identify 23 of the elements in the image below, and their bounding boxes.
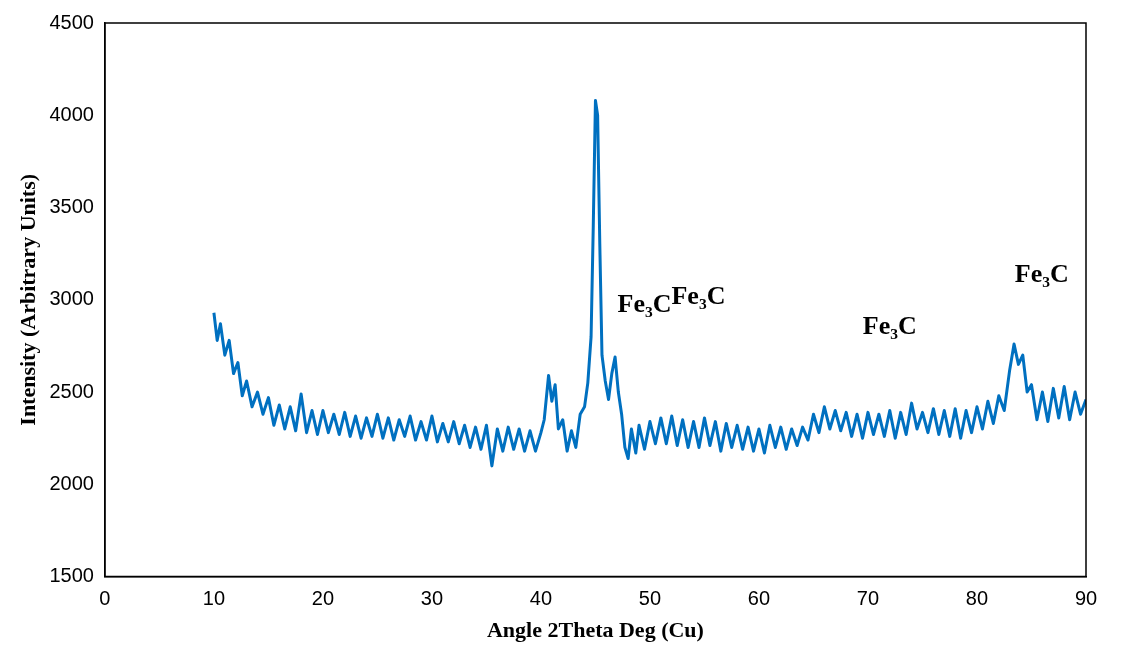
y-tick-label: 2500 bbox=[49, 379, 94, 402]
x-tick-label: 30 bbox=[420, 587, 444, 610]
y-axis-title: Intensity (Arbitrary Units) bbox=[14, 173, 40, 426]
x-tick-label: 0 bbox=[99, 587, 111, 610]
x-tick-label: 80 bbox=[965, 587, 989, 610]
y-tick-label: 3500 bbox=[49, 195, 94, 218]
x-tick-label: 50 bbox=[638, 587, 662, 610]
x-tick-label: 70 bbox=[856, 587, 880, 610]
annotation: Fe₃C bbox=[617, 289, 672, 319]
y-tick-label: 4500 bbox=[49, 10, 94, 33]
y-tick-label: 4000 bbox=[49, 102, 94, 125]
y-tick-label: 1500 bbox=[49, 564, 94, 587]
x-axis-title: Angle 2Theta Deg (Cu) bbox=[486, 617, 704, 643]
x-tick-label: 60 bbox=[747, 587, 771, 610]
y-tick-label: 2000 bbox=[49, 471, 94, 494]
x-tick-label: 20 bbox=[311, 587, 335, 610]
x-tick-label: 40 bbox=[529, 587, 553, 610]
annotation: Fe₃C bbox=[671, 280, 726, 310]
annotation: Fe₃C bbox=[862, 311, 917, 341]
annotation: Fe₃C bbox=[1014, 258, 1069, 288]
y-tick-label: 3000 bbox=[49, 287, 94, 310]
x-tick-label: 10 bbox=[202, 587, 226, 610]
x-tick-label: 90 bbox=[1074, 587, 1098, 610]
